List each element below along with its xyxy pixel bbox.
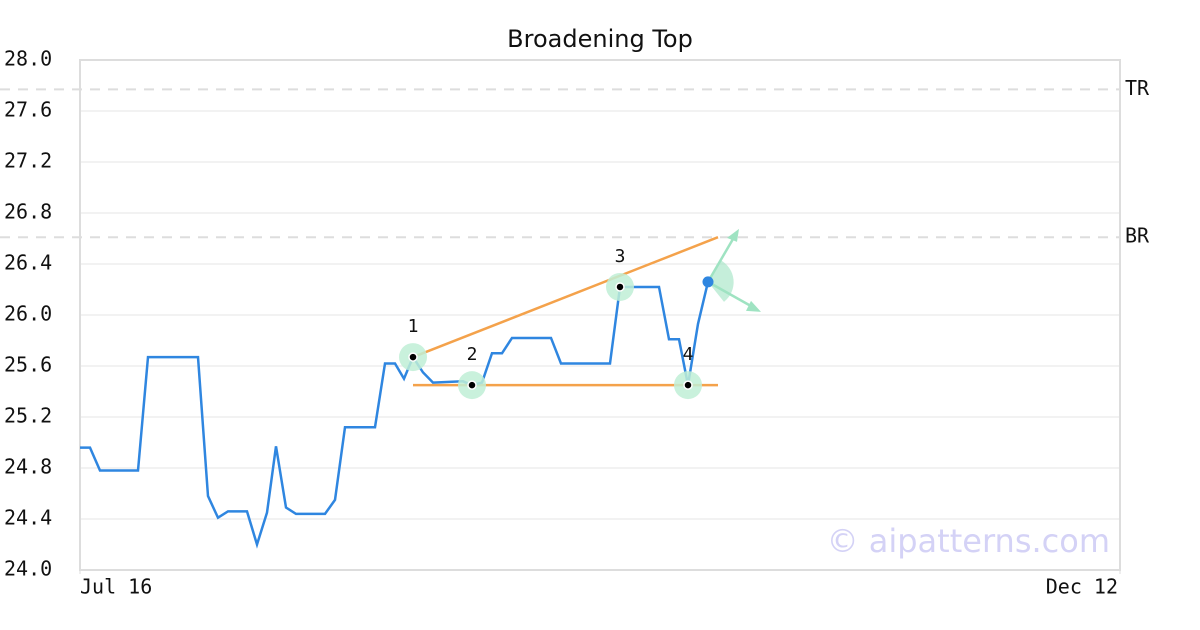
x-tick-label: Dec 12 <box>1046 575 1118 599</box>
y-tick-label: 26.0 <box>4 302 52 326</box>
pattern-point <box>467 380 477 390</box>
y-tick-label: 26.4 <box>4 251 52 275</box>
chart-title: Broadening Top <box>507 25 693 53</box>
y-tick-label: 24.0 <box>4 557 52 581</box>
pattern-point <box>408 352 418 362</box>
y-tick-label: 26.8 <box>4 200 52 224</box>
arrow-head <box>746 300 761 312</box>
y-tick-label: 24.4 <box>4 506 52 530</box>
pattern-point <box>615 282 625 292</box>
trendline <box>412 236 719 359</box>
y-tick-label: 24.8 <box>4 455 52 479</box>
level-label: BR <box>1125 224 1150 248</box>
pattern-point <box>683 380 693 390</box>
y-tick-label: 27.6 <box>4 98 52 122</box>
level-label: TR <box>1125 76 1150 100</box>
projection-arrow <box>707 280 757 310</box>
y-tick-label: 28.0 <box>4 47 52 71</box>
y-tick-label: 25.6 <box>4 353 52 377</box>
y-tick-label: 25.2 <box>4 404 52 428</box>
arrow-head <box>727 228 739 242</box>
pattern-label: 2 <box>467 344 478 365</box>
pattern-label: 4 <box>683 344 694 365</box>
projection-arrow <box>706 233 738 283</box>
plot-frame <box>79 59 1121 571</box>
pattern-label: 3 <box>615 246 626 267</box>
watermark: © aipatterns.com <box>827 522 1110 560</box>
pattern-label: 1 <box>408 316 419 337</box>
last-point <box>702 276 714 288</box>
y-tick-label: 27.2 <box>4 149 52 173</box>
x-tick-label: Jul 16 <box>80 575 152 599</box>
